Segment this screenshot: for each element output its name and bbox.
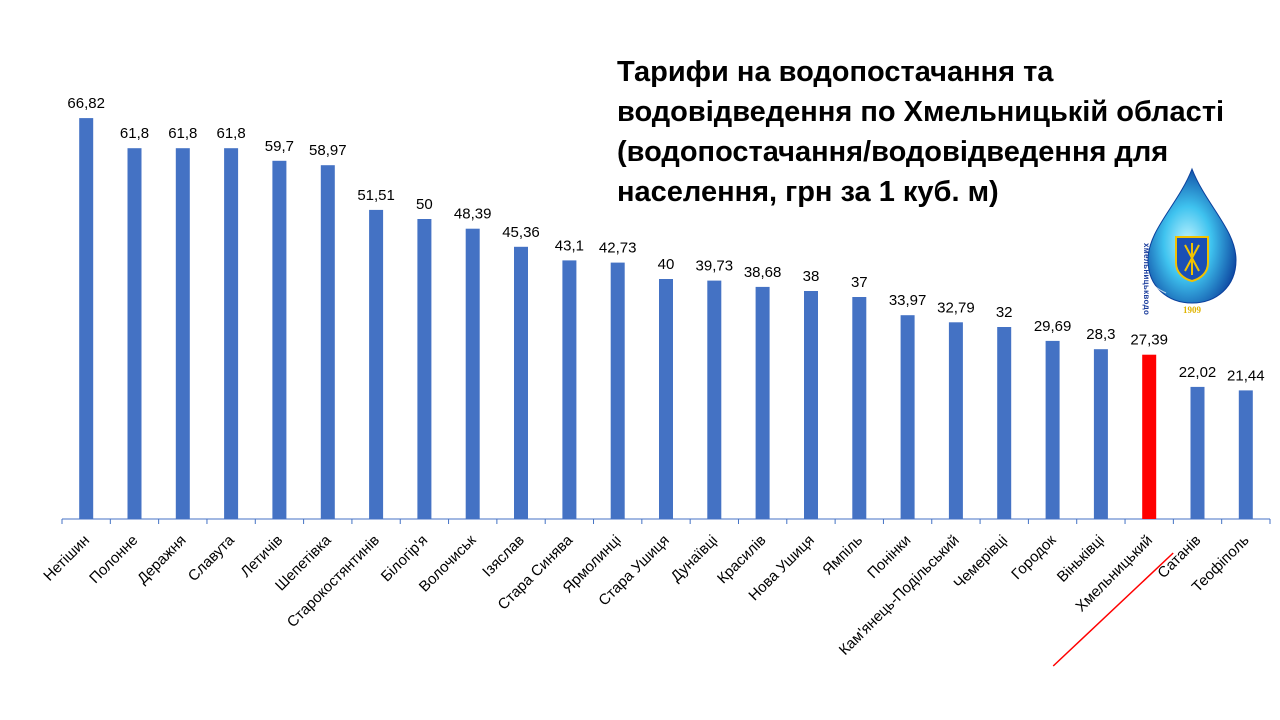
data-label: 32,79	[937, 299, 975, 316]
category-label: Деражня	[134, 532, 190, 588]
data-label: 29,69	[1034, 318, 1072, 335]
data-label: 39,73	[696, 258, 734, 275]
data-label: 37	[851, 274, 868, 291]
data-label: 61,8	[120, 125, 149, 142]
highlight-underline	[1052, 552, 1174, 667]
data-label: 66,82	[67, 95, 105, 112]
bar	[79, 118, 94, 519]
data-label: 32	[996, 304, 1013, 321]
logo-year: 1909	[1183, 305, 1202, 315]
bar	[804, 291, 818, 519]
bar	[369, 209, 384, 519]
category-label: Нетішин	[40, 532, 93, 585]
data-label: 50	[416, 196, 433, 213]
bar	[514, 246, 528, 520]
bar	[175, 148, 190, 519]
bar	[417, 219, 432, 519]
bar	[320, 165, 335, 519]
data-label: 48,39	[454, 206, 492, 223]
data-label: 61,8	[216, 125, 245, 142]
data-label: 59,7	[265, 138, 294, 155]
data-label: 33,97	[889, 292, 927, 309]
bar	[562, 260, 577, 519]
bar	[1238, 390, 1253, 519]
data-label: 45,36	[502, 224, 540, 241]
vodokanal-logo: хмельницькводоканал 1909	[1136, 167, 1237, 315]
category-label: Старокостянтинів	[284, 532, 383, 631]
bar	[755, 286, 770, 519]
bar	[659, 279, 673, 519]
bar	[852, 297, 867, 519]
bar	[465, 228, 480, 519]
bar	[1190, 386, 1205, 519]
data-label: 51,51	[357, 187, 395, 204]
bar	[1093, 349, 1108, 519]
bar	[1142, 354, 1157, 519]
category-label: Славута	[185, 531, 239, 585]
data-label: 42,73	[599, 240, 637, 257]
bar	[900, 315, 915, 519]
bar	[272, 160, 287, 520]
category-label: Городок	[1008, 532, 1060, 584]
data-label: 58,97	[309, 142, 347, 159]
data-label: 40	[658, 256, 675, 273]
chart-title: Тарифи на водопостачання та водовідведен…	[617, 56, 1225, 208]
data-label: 43,1	[555, 237, 584, 254]
bar	[948, 322, 963, 519]
logo-text: хмельницькводоканал	[1142, 243, 1151, 315]
bar	[997, 327, 1012, 519]
category-label: Ізяслав	[479, 532, 528, 581]
bar	[224, 148, 239, 519]
bar	[1045, 340, 1060, 519]
category-label: Летичів	[237, 532, 286, 581]
category-label: Дунаївці	[668, 532, 722, 586]
data-label: 38	[803, 268, 820, 285]
bar	[707, 280, 722, 519]
data-label: 27,39	[1130, 332, 1168, 349]
category-label: Ямпіль	[819, 532, 866, 579]
bar	[610, 262, 625, 519]
data-label: 28,3	[1086, 326, 1115, 343]
category-label: Полонне	[86, 532, 141, 587]
bar	[127, 148, 142, 519]
data-label: 22,02	[1179, 364, 1217, 381]
data-label: 38,68	[744, 264, 782, 281]
data-label: 21,44	[1227, 367, 1265, 384]
data-label: 61,8	[168, 125, 197, 142]
